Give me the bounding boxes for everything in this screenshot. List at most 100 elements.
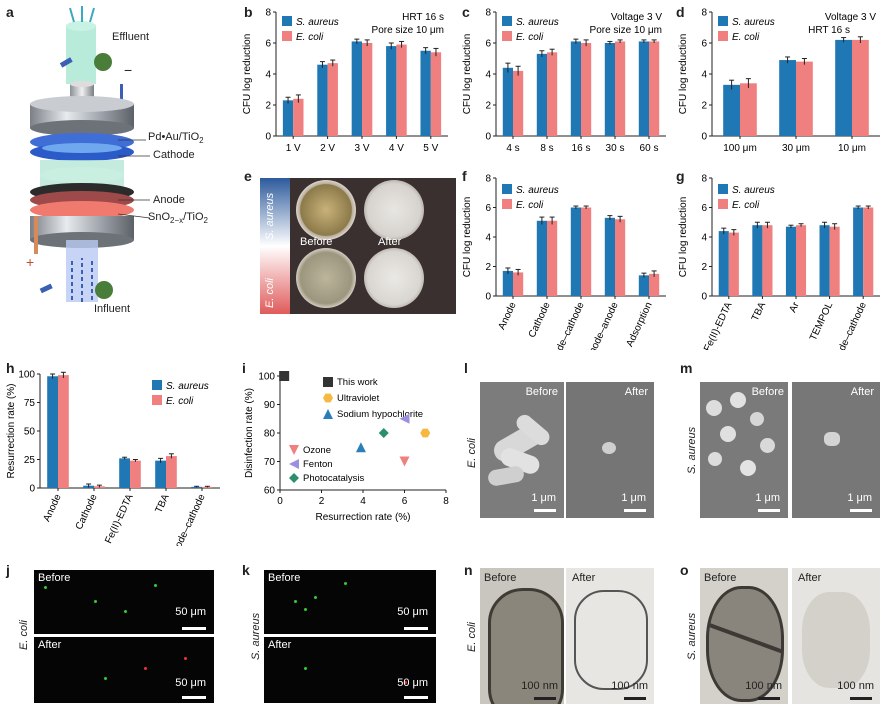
bar-e-coli <box>796 225 807 296</box>
x-tick-label: 8 s <box>540 143 553 154</box>
legend-label: This work <box>337 377 378 388</box>
bar-s-aureus <box>638 275 649 296</box>
bar-e-coli <box>649 273 660 296</box>
label-after: After <box>572 572 596 584</box>
inflow-arrows <box>71 258 93 302</box>
label-after: After <box>378 236 402 248</box>
label-before: Before <box>300 236 333 248</box>
y-tick-label: 2 <box>485 101 491 112</box>
y-tick-label: 0 <box>485 132 491 143</box>
legend-label-s-aureus: S. aureus <box>732 17 775 28</box>
bar-s-aureus <box>570 41 581 137</box>
bacteria-icon <box>94 53 112 71</box>
sem-ecoli-after: After 1 μm <box>566 382 654 518</box>
legend-label-s-aureus: S. aureus <box>516 17 559 28</box>
tem-saureus-after: After 100 nm <box>792 568 880 704</box>
bar-e-coli <box>649 41 660 137</box>
scale-100nm: 100 nm <box>837 680 874 692</box>
y-axis-label: CFU log reduction <box>462 197 473 278</box>
chart-d: 0 2 4 6 8 CFU log reduction 100 μm 30 μm 10 μm S.… <box>678 8 880 154</box>
legend-label: Sodium hypochlorite <box>337 409 423 420</box>
y-tick-label: 2 <box>701 262 707 273</box>
x-tick-label: 4 V <box>389 143 404 154</box>
x-tick-label: Fe(II)-EDTA <box>702 300 735 350</box>
bar-s-aureus <box>835 39 852 136</box>
scale-bar <box>534 697 556 700</box>
x-tick-label: Anode–cathode <box>168 492 208 546</box>
device-schematic <box>30 6 151 302</box>
annotation: HRT 16 s <box>808 25 850 36</box>
outflow-arrows <box>69 6 95 23</box>
sem-saureus-before: Before 1 μm <box>700 382 788 518</box>
legend-swatch-s-aureus <box>718 16 728 26</box>
label-e-coli: E. coli <box>264 278 276 308</box>
y-tick-label: 0 <box>265 132 271 143</box>
legend-swatch-e-coli <box>718 31 728 41</box>
x-tick-label: Anode–cathode <box>547 300 587 350</box>
y-tick-label: 25 <box>24 455 36 466</box>
x-tick-label: Fe(II)-EDTA <box>103 492 136 545</box>
scale-100nm: 100 nm <box>521 680 558 692</box>
label-before: Before <box>704 572 737 584</box>
fluor-saureus-before: Before 50 μm <box>264 570 436 634</box>
annotation: HRT 16 s <box>402 12 444 23</box>
scale-bar <box>624 509 646 512</box>
label-after: After <box>624 386 648 398</box>
label-before: Before <box>38 572 71 584</box>
tem-ecoli-before: Before 100 nm <box>480 568 564 704</box>
legend-label: Photocatalysis <box>303 473 365 484</box>
scale-1um: 1 μm <box>531 492 556 504</box>
x-tick-label: Anode <box>497 300 519 331</box>
x-tick-label: Ar <box>788 300 802 314</box>
label-k-s-aureus: S. aureus <box>250 612 262 660</box>
annotation: Pore size 10 μm <box>372 25 444 36</box>
x-tick-label: 4 s <box>506 143 519 154</box>
sem-saureus-after: After 1 μm <box>792 382 880 518</box>
bar-s-aureus <box>779 60 796 136</box>
y-tick-label: 4 <box>701 70 707 81</box>
plate-before-s-aureus <box>296 180 356 240</box>
legend-label-e-coli: E. coli <box>166 396 194 407</box>
x-tick-label: 0 <box>277 496 283 507</box>
anode-wire <box>34 216 38 254</box>
y-tick-label: 6 <box>485 39 491 50</box>
legend-label: Fenton <box>303 459 333 470</box>
bar-e-coli <box>396 44 407 136</box>
tem-ecoli-after: After 100 nm <box>566 568 654 704</box>
bar-e-coli <box>728 232 739 296</box>
plates-photo: Before After <box>260 178 456 314</box>
scale-bar <box>534 509 556 512</box>
bar-e-coli <box>547 220 558 296</box>
bar-e-coli <box>863 207 874 296</box>
legend-marker <box>289 445 299 455</box>
label-s-aureus: S. aureus <box>264 192 276 240</box>
bar-e-coli <box>513 272 524 296</box>
point-ultraviolet <box>420 428 431 438</box>
panel-letter-b: b <box>244 4 253 20</box>
y-axis-label: CFU log reduction <box>678 197 689 278</box>
scale-bar <box>758 509 780 512</box>
chart-f: 0 2 4 6 8 CFU log reduction Anode CathodeAnode–… <box>462 174 666 350</box>
label-anode: Anode <box>153 194 185 206</box>
bar-s-aureus <box>570 207 581 296</box>
legend-swatch-e-coli <box>152 395 162 405</box>
bar-s-aureus <box>502 67 513 136</box>
y-tick-label: 6 <box>701 39 707 50</box>
plate-after-e-coli <box>364 248 424 308</box>
s-aureus-band <box>260 178 290 246</box>
bar-s-aureus <box>351 41 362 137</box>
scale-50um: 50 μm <box>175 677 206 689</box>
legend-label: Ultraviolet <box>337 393 380 404</box>
annotation: Voltage 3 V <box>611 12 662 23</box>
y-tick-label: 2 <box>265 101 271 112</box>
label-influent: Influent <box>94 303 131 315</box>
legend-label-s-aureus: S. aureus <box>732 185 775 196</box>
panel-letter-c: c <box>462 4 470 20</box>
bacteria-icon-2 <box>95 281 113 299</box>
point-fenton <box>399 413 410 424</box>
legend-swatch-s-aureus <box>502 184 512 194</box>
bar-e-coli <box>130 460 141 488</box>
y-tick-label: 8 <box>701 8 707 19</box>
x-tick-label: 8 <box>443 496 449 507</box>
y-tick-label: 6 <box>265 39 271 50</box>
